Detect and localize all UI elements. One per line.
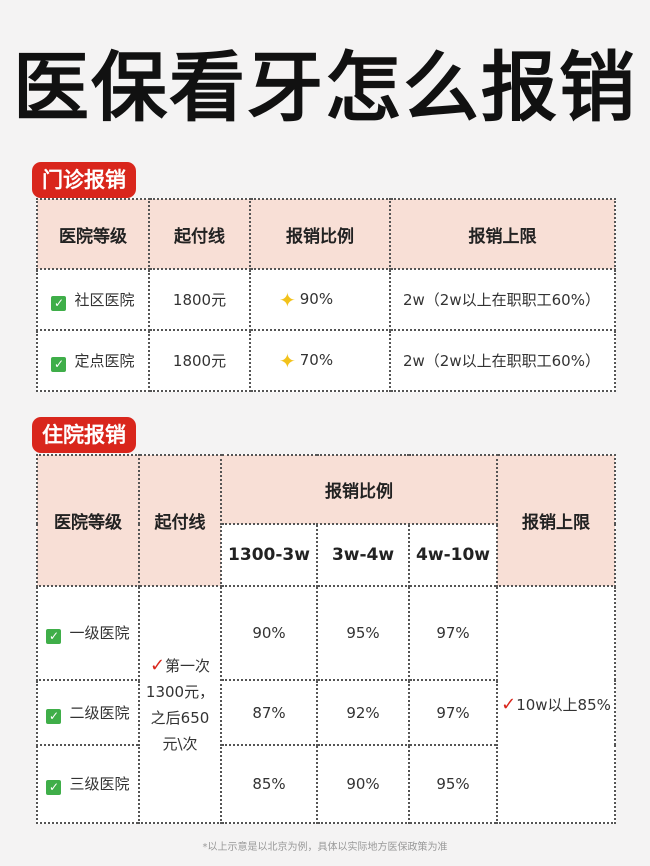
level-label: 二级医院 (69, 703, 130, 722)
level-cell: ✓ 定点医院 (36, 329, 150, 392)
ratio-value: 70% (299, 350, 334, 369)
table-row: ✓ 一级医院 ✓第一次 1300元， 之后650 元\次 90% 95% 97% … (36, 585, 617, 824)
table-row: ✓ 定点医院 1800元 ✦ 70% 2w（2w以上在职职工60%） (36, 329, 616, 392)
deductible-line: 1300元， (145, 682, 215, 701)
level-cell: ✓ 三级医院 (36, 744, 140, 824)
level-cell: ✓ 社区医院 (36, 268, 150, 331)
ratio-cell: 85% (220, 744, 318, 824)
limit-cell: ✓10w以上85% (496, 585, 617, 824)
table-row: ✓ 社区医院 1800元 ✦ 90% 2w（2w以上在职职工60%） (36, 268, 616, 331)
deductible-cell: 1800元 (148, 268, 251, 331)
sparkle-icon: ✦ (279, 287, 296, 312)
header-ratio: 报销比例 (219, 454, 499, 525)
ratio-cell: 95% (316, 585, 410, 681)
sparkle-icon: ✦ (279, 348, 296, 373)
deductible-cell: ✓第一次 1300元， 之后650 元\次 (138, 585, 222, 824)
check-icon: ✓ (51, 295, 67, 311)
check-icon: ✓ (51, 356, 67, 372)
header-limit: 报销上限 (496, 454, 617, 587)
inpatient-tag: 住院报销 (32, 417, 136, 453)
inpatient-header-row: 医院等级 起付线 报销比例 报销上限 (36, 454, 617, 587)
ratio-cell: 90% (316, 744, 410, 824)
level-label: 三级医院 (69, 775, 130, 793)
ratio-value: 90% (299, 289, 334, 308)
ratio-cell: 97% (407, 679, 499, 746)
header-level: 医院等级 (36, 198, 150, 270)
limit-cell: 2w（2w以上在职职工60%） (389, 268, 616, 331)
check-icon: ✓ (46, 708, 62, 724)
outpatient-header-row: 医院等级 起付线 报销比例 报销上限 (36, 198, 616, 270)
check-icon: ✓ (46, 780, 62, 795)
ratio-cell: 95% (407, 744, 499, 824)
level-cell: ✓ 二级医院 (36, 679, 140, 746)
level-label: 一级医院 (69, 624, 130, 642)
ratio-cell: 90% (220, 585, 318, 681)
deductible-line: 之后650 (150, 708, 210, 727)
inpatient-table: 医院等级 起付线 报销比例 报销上限 1300-3w 3w-4w 4w-10w … (36, 454, 617, 824)
ratio-cell: 87% (220, 679, 318, 746)
ratio-cell: 97% (407, 585, 499, 681)
header-range: 4w-10w (407, 523, 499, 587)
header-deductible: 起付线 (148, 198, 251, 270)
footnote: *以上示意是以北京为例，具体以实际地方医保政策为准 (202, 842, 448, 853)
ratio-cell: 92% (316, 679, 410, 746)
level-cell: ✓ 一级医院 (36, 585, 140, 681)
level-label: 社区医院 (74, 290, 135, 309)
header-level: 医院等级 (36, 454, 140, 587)
header-range: 3w-4w (316, 523, 410, 587)
outpatient-tag: 门诊报销 (32, 162, 136, 198)
limit-value: 10w以上85% (516, 696, 611, 714)
deductible-line: 元\次 (162, 734, 198, 753)
deductible-line: 第一次 (165, 656, 211, 675)
table-row: ✓ 二级医院 87% 92% 97% (36, 679, 615, 746)
header-deductible: 起付线 (138, 454, 222, 587)
page-title: 医保看牙怎么报销 (13, 43, 637, 132)
checkmark-icon: ✓ (501, 694, 517, 715)
header-limit: 报销上限 (389, 198, 616, 270)
limit-cell: 2w（2w以上在职职工60%） (389, 329, 616, 392)
table-row: ✓ 三级医院 85% 90% 95% (36, 744, 615, 824)
outpatient-table: 医院等级 起付线 报销比例 报销上限 ✓ 社区医院 1800元 ✦ 90% 2w（2… (36, 198, 616, 392)
checkmark-icon: ✓ (149, 654, 166, 676)
ratio-cell: ✦ 90% (249, 268, 391, 331)
inpatient-subheader-row: 1300-3w 3w-4w 4w-10w (37, 523, 615, 587)
header-range: 1300-3w (220, 523, 318, 587)
level-label: 定点医院 (74, 351, 135, 370)
check-icon: ✓ (46, 629, 62, 644)
deductible-cell: 1800元 (148, 329, 251, 392)
header-ratio: 报销比例 (249, 198, 391, 270)
ratio-cell: ✦ 70% (249, 329, 391, 392)
